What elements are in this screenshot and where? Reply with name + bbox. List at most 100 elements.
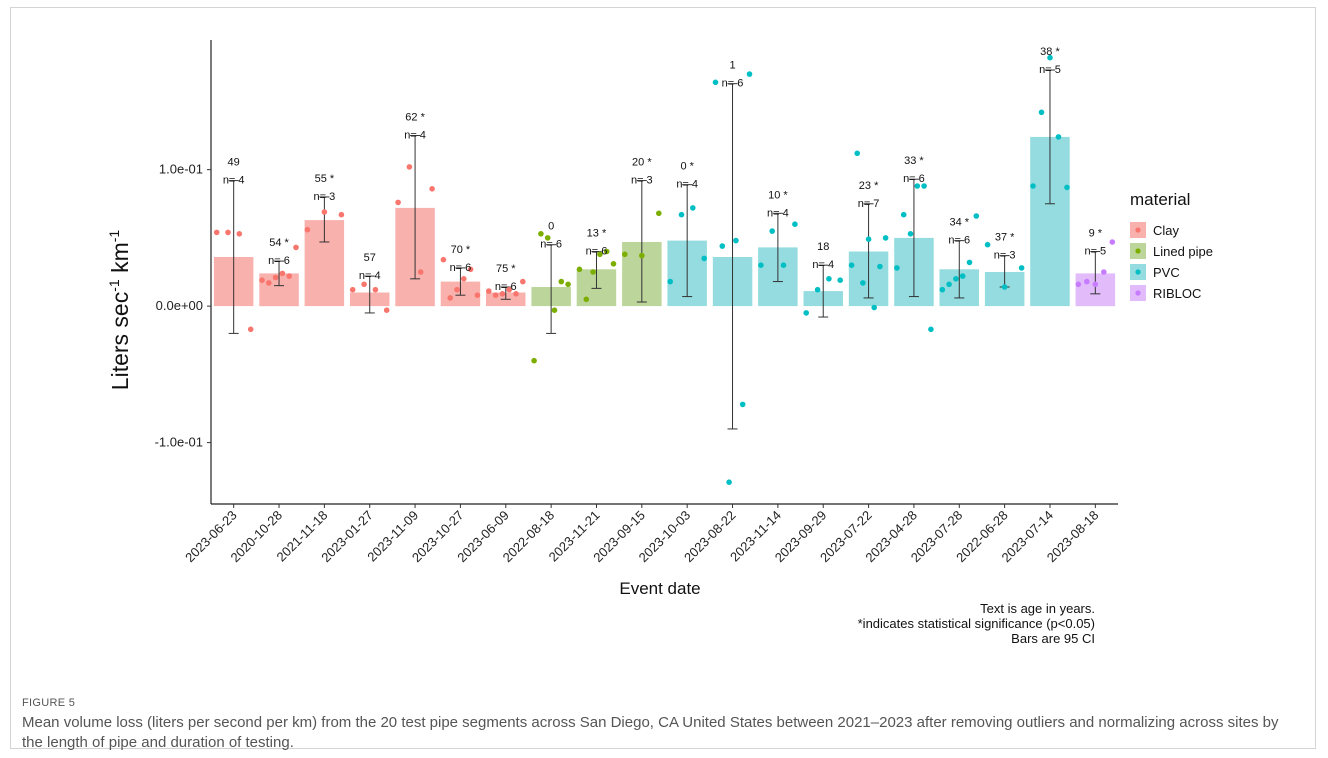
point-2021-11-18-0 — [304, 226, 311, 233]
legend-title: material — [1130, 190, 1190, 209]
point-2023-04-28-0 — [894, 265, 900, 271]
age-label-2023-10-03: 0 * — [680, 161, 694, 173]
y-tick-label--1.0e-01: -1.0e-01 — [155, 435, 203, 450]
point-2023-08-18-4 — [1109, 239, 1116, 245]
bar-chart: 49 n= 4 54 * n= 6 55 * n= 3 57 n= 4 62 * n= 4 70 *… — [106, 40, 1213, 646]
point-2023-08-22-0 — [712, 79, 719, 86]
age-label-2022-08-18: 0 — [548, 221, 554, 233]
point-2023-09-15-0 — [622, 251, 628, 258]
age-label-2021-11-18: 55 * — [315, 173, 335, 185]
point-2023-08-18-1 — [1084, 278, 1090, 285]
n-label-2021-11-18: n= 3 — [314, 191, 336, 203]
point-2023-06-09-0 — [486, 288, 492, 294]
note-age: Text is age in years. — [980, 601, 1095, 616]
point-2023-10-03-2 — [690, 205, 696, 211]
point-2023-11-21-1 — [583, 296, 590, 303]
n-label-2022-06-28: n= 3 — [994, 250, 1016, 262]
figure-caption: Mean volume loss (liters per second per … — [22, 714, 1279, 751]
point-2023-07-22-0 — [848, 262, 855, 269]
n-label-2023-08-18: n= 5 — [1084, 246, 1106, 258]
point-2023-10-03-1 — [678, 211, 685, 218]
x-axis: 2023-06-232020-10-282021-11-182023-01-27… — [182, 504, 1101, 565]
y-tick-label-1.0e-01: 1.0e-01 — [159, 162, 203, 177]
point-2023-06-09-4 — [513, 291, 519, 297]
point-2020-10-28-2 — [272, 274, 279, 281]
n-label-2023-08-22: n= 6 — [722, 78, 744, 90]
point-2023-08-22-3 — [733, 237, 739, 244]
point-2023-11-14-0 — [758, 262, 764, 269]
legend-label-RIBLOC: RIBLOC — [1153, 286, 1201, 301]
point-2023-11-21-2 — [590, 269, 596, 275]
legend-label-PVC: PVC — [1153, 265, 1180, 280]
point-2023-01-27-2 — [372, 286, 379, 293]
point-2023-04-28-1 — [900, 211, 907, 218]
legend-dot-Lined pipe — [1135, 248, 1141, 254]
point-2023-08-18-0 — [1075, 281, 1082, 288]
point-2021-11-18-2 — [338, 211, 345, 218]
age-label-2023-09-29: 18 — [817, 241, 829, 253]
point-2023-11-09-0 — [395, 199, 401, 206]
point-2022-08-18-3 — [551, 307, 558, 314]
age-label-2023-06-09: 75 * — [496, 263, 516, 275]
point-2023-10-27-4 — [467, 266, 474, 273]
age-label-2023-01-27: 57 — [364, 252, 376, 264]
legend-label-Clay: Clay — [1153, 223, 1180, 238]
point-2023-07-14-1 — [1038, 109, 1045, 116]
chart-marks: 49 n= 4 54 * n= 6 55 * n= 3 57 n= 4 62 * n= 4 70 *… — [213, 46, 1116, 486]
note-significance: *indicates statistical significance (p<0… — [858, 616, 1095, 631]
figure-frame — [10, 7, 1316, 749]
point-2023-04-28-4 — [921, 183, 927, 189]
n-label-2023-01-27: n= 4 — [359, 270, 381, 282]
y-axis-label: Liters sec-1 km-1 — [106, 230, 133, 391]
age-label-2023-04-28: 33 * — [904, 155, 924, 167]
point-2020-10-28-5 — [293, 244, 299, 251]
point-2020-10-28-1 — [266, 280, 272, 286]
point-2023-10-27-3 — [461, 276, 467, 282]
point-2023-08-18-3 — [1101, 269, 1107, 275]
age-label-2023-10-27: 70 * — [451, 244, 471, 256]
point-2023-06-09-3 — [506, 286, 512, 293]
point-2023-07-28-0 — [939, 286, 946, 293]
age-label-2023-06-23: 49 — [228, 157, 240, 169]
point-2020-10-28-0 — [259, 277, 265, 284]
point-2023-07-28-1 — [946, 281, 952, 288]
point-2023-01-27-0 — [349, 286, 356, 293]
n-label-2023-11-21: n= 6 — [586, 246, 608, 258]
point-2023-08-22-2 — [726, 479, 732, 486]
point-2023-06-23-2 — [236, 231, 243, 237]
n-label-2023-04-28: n= 6 — [903, 173, 925, 185]
n-label-2020-10-28: n= 6 — [268, 255, 290, 267]
point-2023-07-28-2 — [953, 276, 959, 282]
point-2023-09-29-1 — [814, 286, 821, 293]
point-2023-06-23-0 — [213, 229, 220, 236]
point-2023-06-09-2 — [499, 291, 506, 297]
point-2023-06-23-3 — [247, 326, 254, 333]
point-2023-07-22-1 — [854, 150, 860, 157]
n-label-2023-11-09: n= 4 — [404, 130, 426, 142]
point-2023-11-21-0 — [576, 266, 583, 273]
point-2023-07-14-4 — [1064, 184, 1070, 191]
point-2023-11-21-3 — [597, 251, 603, 258]
n-label-2023-09-15: n= 3 — [631, 175, 653, 187]
age-label-2020-10-28: 54 * — [269, 237, 289, 249]
n-label-2023-07-22: n= 7 — [858, 198, 880, 210]
figure-label: FIGURE 5 — [22, 697, 76, 709]
point-2023-09-29-0 — [803, 310, 809, 316]
n-label-2023-11-14: n= 4 — [767, 207, 789, 219]
point-2023-09-15-1 — [639, 252, 645, 259]
point-2023-11-21-4 — [603, 248, 610, 255]
y-tick-label-0.0e+00: 0.0e+00 — [156, 298, 203, 313]
point-2023-07-22-3 — [865, 236, 872, 242]
n-label-2023-06-23: n= 4 — [223, 175, 245, 187]
point-2023-07-28-5 — [973, 213, 980, 219]
point-2022-08-18-4 — [558, 278, 565, 285]
n-label-2023-09-29: n= 4 — [812, 259, 834, 271]
n-label-2023-06-09: n= 6 — [495, 281, 517, 293]
point-2023-04-28-2 — [907, 231, 914, 237]
point-2023-08-18-2 — [1092, 281, 1099, 288]
point-2023-06-09-5 — [520, 278, 526, 285]
age-label-2023-07-28: 34 * — [949, 217, 969, 229]
point-2023-10-27-0 — [440, 256, 447, 263]
point-2023-11-09-1 — [406, 164, 413, 170]
point-2023-07-14-0 — [1030, 183, 1036, 189]
